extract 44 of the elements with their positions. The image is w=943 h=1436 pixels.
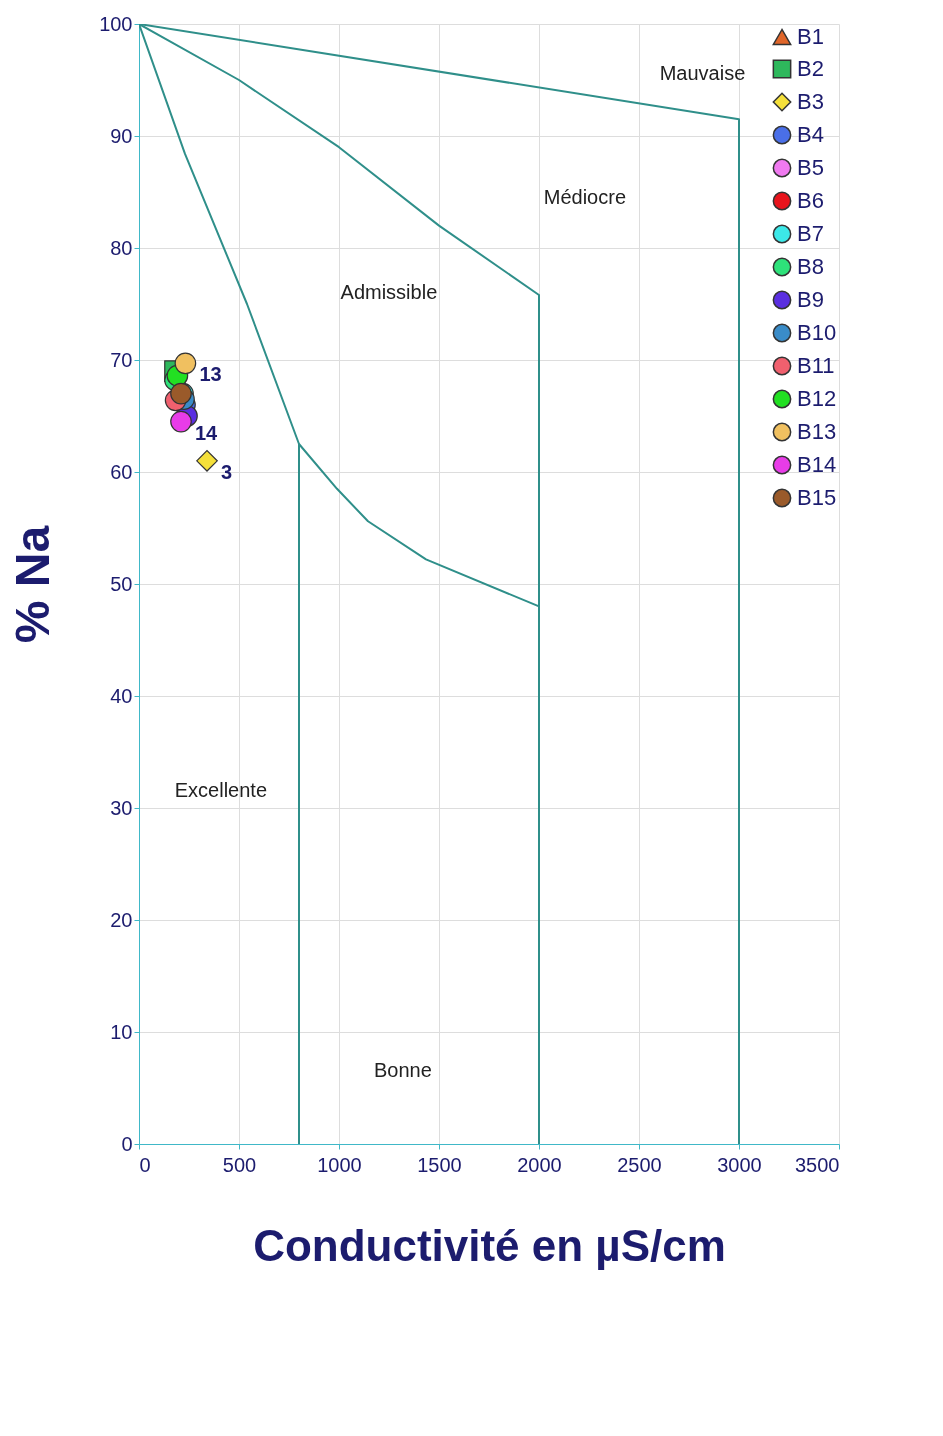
legend-label: B12 — [797, 386, 837, 411]
legend-label: B13 — [797, 419, 837, 444]
x-tick-label: 3000 — [717, 1153, 762, 1176]
legend-label: B6 — [797, 188, 824, 213]
annotation: Admissible — [340, 280, 438, 303]
legend-label: B15 — [797, 485, 837, 510]
x-tick-label: 1000 — [317, 1153, 362, 1176]
annotation: Mauvaise — [659, 62, 746, 85]
legend-label: B2 — [797, 56, 824, 81]
x-axis-title: Conductivité en µS/cm — [253, 1220, 726, 1270]
legend-label: B7 — [797, 221, 824, 246]
x-tick-label: 0 — [139, 1153, 151, 1176]
legend-label: B9 — [797, 287, 824, 312]
annotation: Excellente — [174, 779, 268, 802]
x-tick-label: 3500 — [795, 1153, 840, 1176]
x-tick-label: 2000 — [517, 1153, 562, 1176]
legend-label: B11 — [797, 353, 835, 378]
y-tick-label: 70 — [110, 348, 133, 371]
annotation: 3 — [221, 460, 233, 483]
y-tick-label: 10 — [110, 1020, 133, 1043]
annotation: 14 — [195, 421, 219, 444]
y-tick-label: 90 — [110, 124, 133, 147]
x-tick-label: 2500 — [617, 1153, 662, 1176]
y-tick-label: 50 — [110, 572, 133, 595]
y-axis-title: % Na — [6, 525, 60, 644]
y-tick-label: 100 — [99, 12, 133, 35]
legend-label: B5 — [797, 155, 824, 180]
legend-label: B3 — [797, 89, 824, 114]
annotation: Bonne — [373, 1059, 432, 1082]
x-tick-label: 1500 — [417, 1153, 462, 1176]
y-tick-label: 30 — [110, 796, 133, 819]
legend-label: B10 — [797, 320, 837, 345]
annotation: 13 — [199, 363, 222, 386]
y-tick-label: 60 — [110, 460, 133, 483]
y-tick-label: 80 — [110, 236, 133, 259]
legend-label: B8 — [797, 254, 824, 279]
annotation: Médiocre — [543, 185, 627, 208]
x-tick-label: 500 — [222, 1153, 257, 1176]
y-tick-label: 0 — [121, 1132, 133, 1155]
legend-label: B1 — [797, 24, 824, 49]
y-tick-label: 40 — [110, 684, 133, 707]
legend-label: B4 — [797, 122, 824, 147]
legend-label: B14 — [797, 452, 837, 477]
y-tick-label: 20 — [110, 908, 133, 931]
